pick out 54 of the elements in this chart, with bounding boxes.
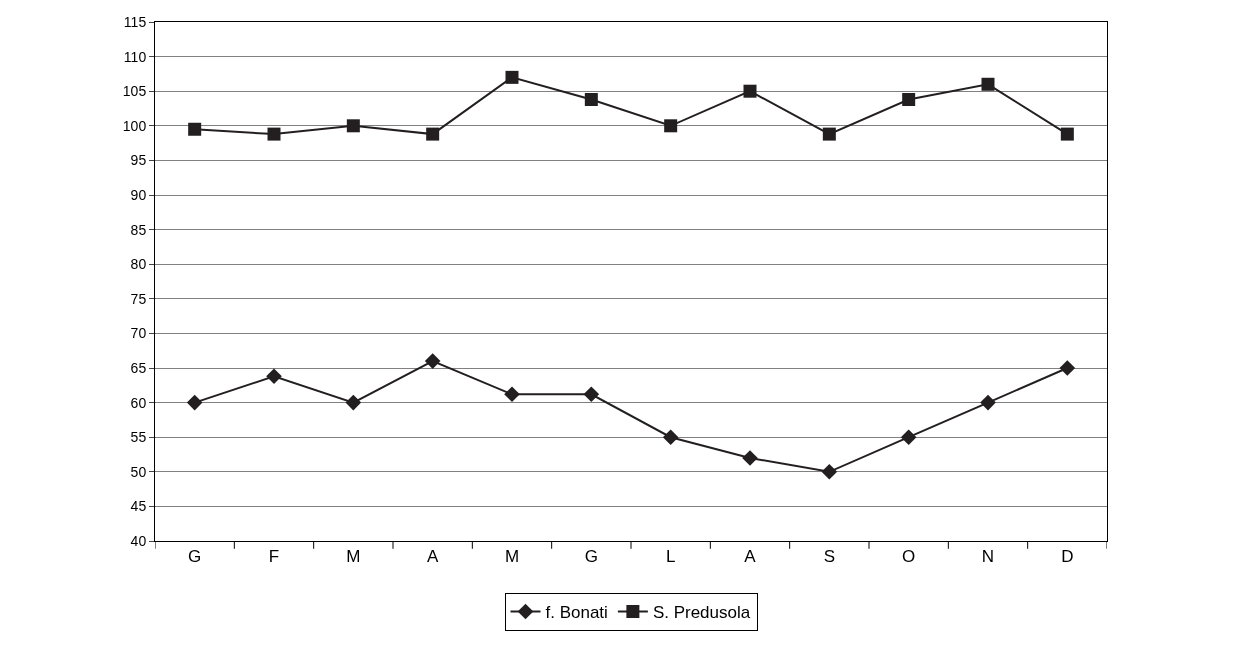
point [1059,360,1076,376]
y-tick-label: 70 [130,325,147,342]
point [346,119,360,133]
x-tick-label: D [1061,547,1074,567]
point [583,386,600,403]
y-tick-label: 80 [130,256,147,273]
y-tick-label: 110 [123,48,147,65]
point [664,119,678,133]
y-tick-label: 55 [130,429,147,446]
x-tick-label: A [744,547,757,567]
legend-label: f. Bonati [545,603,608,623]
point [266,368,282,385]
x-tick-label: O [902,547,916,567]
y-tick-label: 50 [130,463,147,480]
y-tick-label: 75 [130,290,147,307]
y-tick-label: 45 [130,498,147,515]
point [662,429,679,445]
x-tick-label: G [188,547,202,567]
y-tick-label: 115 [123,13,147,30]
point [900,429,917,445]
point [584,93,598,106]
x-tick-label: M [346,547,361,567]
point [424,353,441,369]
point [345,394,362,411]
point [186,394,203,411]
x-tick-label: A [427,547,439,567]
y-tick-label: 100 [122,117,147,134]
x-tick-label: S [823,547,835,567]
point [821,464,838,480]
point [981,77,995,91]
x-tick-label: F [268,547,280,567]
point [505,70,519,84]
point [1060,127,1074,141]
y-tick-label: 65 [130,359,147,376]
x-tick-label: G [584,547,598,567]
legend-label: S. Predusola [652,603,751,623]
y-tick-label: 105 [122,83,147,100]
point [504,386,520,403]
point [267,127,281,141]
point [902,93,916,106]
x-tick-label: L [665,547,676,567]
y-tick-label: 60 [130,394,147,411]
point [980,394,996,411]
x-tick-label: M [504,547,520,567]
y-tick-label: 90 [130,186,147,203]
point [822,127,836,141]
point [742,450,758,466]
y-tick-label: 95 [130,152,147,169]
x-tick-label: N [981,547,995,567]
point [188,122,202,136]
point [743,84,757,98]
y-tick-label: 40 [130,532,147,549]
y-tick-label: 85 [130,221,147,238]
point [426,127,440,141]
